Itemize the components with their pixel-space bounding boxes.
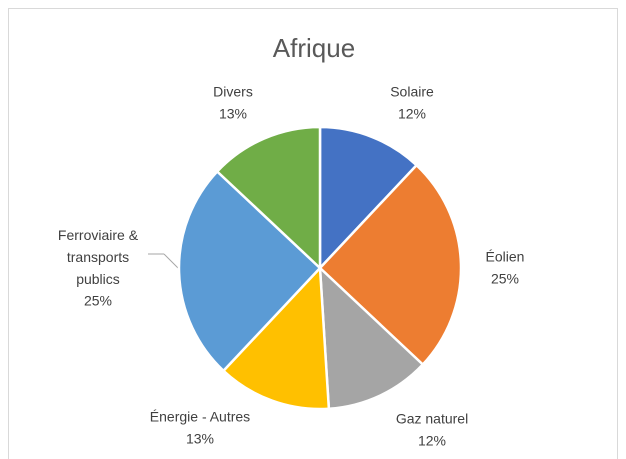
pie-slice <box>318 125 419 272</box>
pie-slice <box>221 265 331 411</box>
slice-label: Divers <box>213 84 253 100</box>
chart-title: Afrique <box>273 33 355 63</box>
value-label: 25% <box>84 293 112 309</box>
slice-label: Solaire <box>390 84 434 100</box>
slice-label: Gaz naturel <box>396 411 468 427</box>
value-label: 13% <box>186 431 214 447</box>
value-label: 12% <box>418 433 446 449</box>
pie-slice <box>177 169 322 373</box>
pie-slice <box>215 125 322 271</box>
value-label: 12% <box>398 106 426 122</box>
value-label: 25% <box>491 271 519 287</box>
pie-slice <box>318 163 463 367</box>
leader-line <box>163 253 179 269</box>
slice-label: Ferroviaire & transports publics <box>58 227 139 287</box>
pie-slice <box>318 264 425 411</box>
slice-label: Énergie - Autres <box>150 409 250 425</box>
slice-label: Éolien <box>486 249 525 265</box>
value-label: 13% <box>219 106 247 122</box>
